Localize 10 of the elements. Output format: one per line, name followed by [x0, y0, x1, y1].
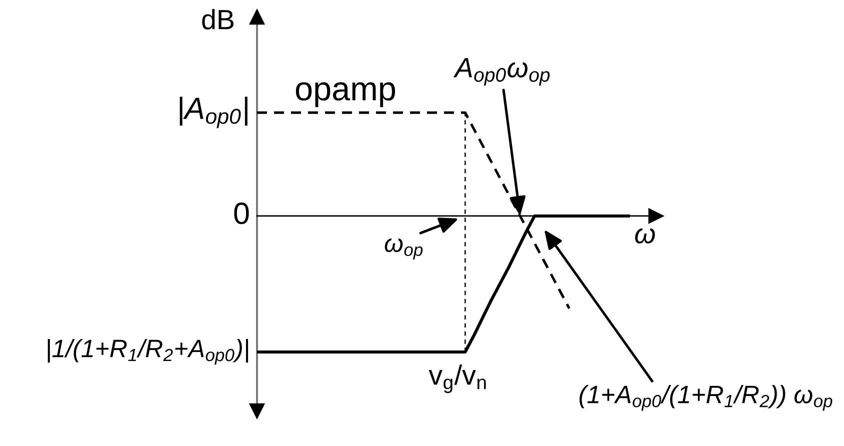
text: A$_{op0}$ω$_{op}$: [453, 58, 550, 86]
annotation: ω$_{op}$: [384, 238, 423, 260]
series-label: v$_{g}$/v$_{n}$: [428, 364, 486, 394]
series-label: opamp: [296, 82, 396, 108]
text: |1/(1+R$_{1}$/R$_{2}$+A$_{op0}$)|: [48, 338, 248, 365]
text: (1+A$_{op0}$/(1+R$_{1}$/R$_{2}$)) ω$_{op}$: [580, 385, 832, 411]
y-axis-title: dB: [202, 9, 234, 30]
text: |A$_{op0}$|: [180, 96, 248, 128]
text: 0: [234, 202, 249, 224]
x-axis-title: ω: [635, 228, 655, 244]
